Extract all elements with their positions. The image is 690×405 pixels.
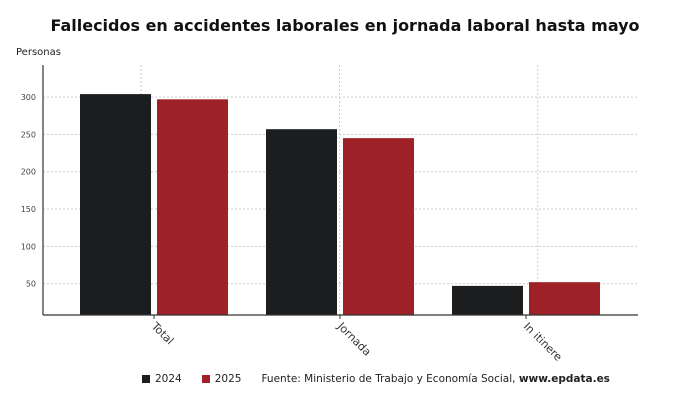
y-axis-label: Personas — [16, 47, 61, 58]
bar-2024-2 — [452, 285, 523, 315]
bar-2025-0 — [157, 99, 228, 315]
y-tick-label: 200 — [21, 168, 36, 177]
bar-2025-2 — [529, 282, 600, 315]
legend-label: 2024 — [155, 373, 182, 385]
legend-item-2025: 2025 — [201, 373, 242, 385]
source-note: Fuente: Ministerio de Trabajo y Economía… — [261, 373, 609, 385]
y-tick-label: 300 — [21, 93, 36, 102]
y-tick-label: 50 — [26, 280, 36, 289]
x-tick-label: Jornada — [334, 319, 373, 358]
source-text: Fuente: Ministerio de Trabajo y Economía… — [261, 373, 516, 385]
chart-title: Fallecidos en accidentes laborales en jo… — [50, 16, 640, 35]
legend-swatch — [142, 375, 150, 383]
y-tick-label: 150 — [21, 205, 36, 214]
x-tick-label: In itinere — [521, 320, 565, 364]
bar-2024-1 — [266, 129, 337, 315]
legend-swatch — [201, 375, 210, 383]
legend-item-2024: 2024 — [142, 373, 182, 385]
x-tick-label: Total — [148, 319, 176, 347]
bar-2025-1 — [343, 138, 414, 315]
bar-2024-0 — [80, 94, 151, 315]
legend: 2024 2025 Fuente: Ministerio de Trabajo … — [142, 373, 610, 385]
legend-label: 2025 — [214, 373, 242, 385]
source-link[interactable]: www.epdata.es — [518, 373, 610, 385]
y-tick-label: 100 — [21, 242, 36, 251]
y-tick-label: 250 — [21, 130, 36, 139]
